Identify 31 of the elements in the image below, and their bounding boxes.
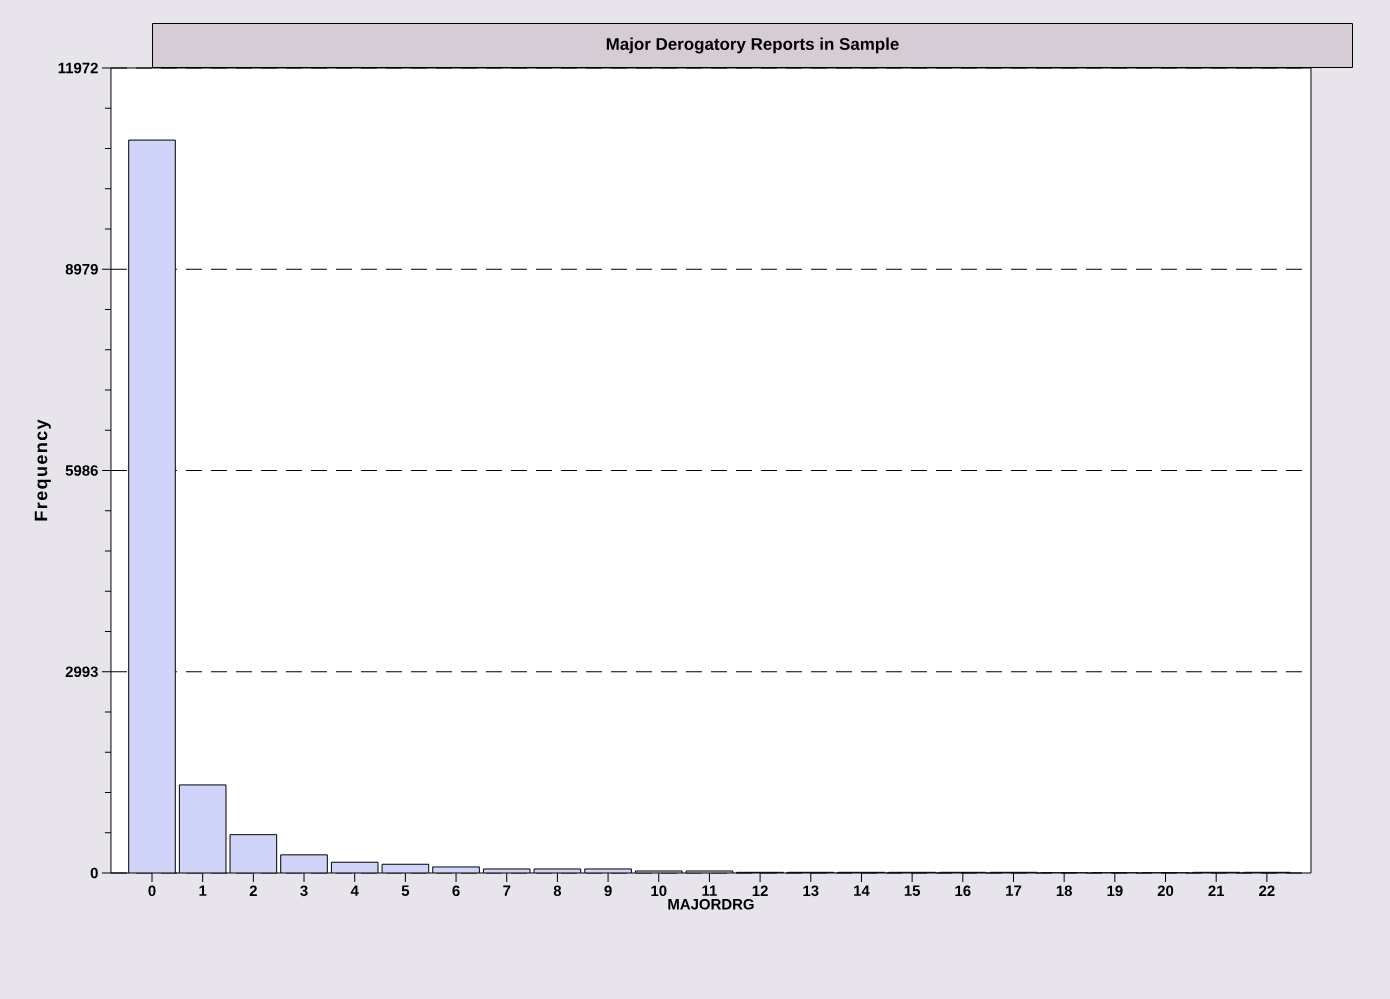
x-tick-label: 10: [651, 885, 667, 897]
x-tick-label: 1: [199, 885, 207, 896]
x-tick-label: 21: [1208, 885, 1225, 896]
x-tick-label: 5: [401, 885, 410, 896]
x-axis-title: MAJORDRG: [668, 898, 754, 910]
x-tick-label: 15: [904, 885, 921, 896]
x-tick-label: 8: [553, 885, 562, 897]
x-tick-label: 11: [702, 885, 717, 896]
x-tick-label: 13: [803, 885, 819, 897]
x-tick-label: 6: [452, 885, 460, 897]
x-tick-label: 2: [249, 885, 257, 896]
chart-title: Major Derogatory Reports in Sample: [606, 37, 899, 54]
x-tick-label: 7: [503, 885, 511, 896]
x-tick-label: 14: [854, 885, 870, 896]
x-tick-label: 9: [604, 885, 612, 897]
x-tick-label: 12: [752, 885, 768, 896]
x-tick-label: 3: [300, 885, 308, 897]
x-tick-label: 16: [955, 885, 971, 897]
y-tick-label: 8979: [65, 263, 98, 275]
y-tick-label: 2993: [65, 666, 98, 678]
y-tick-label: 11972: [58, 62, 98, 74]
y-tick-label: 0: [90, 867, 98, 879]
x-tick-label: 4: [350, 885, 359, 896]
y-axis-title: Frequency: [34, 419, 51, 521]
x-tick-label: 22: [1259, 885, 1275, 896]
x-tick-label: 17: [1006, 885, 1022, 896]
x-tick-label: 18: [1056, 885, 1072, 897]
x-tick-label: 19: [1107, 885, 1123, 897]
y-tick-label: 5986: [65, 465, 98, 476]
x-tick-label: 20: [1157, 885, 1174, 897]
x-tick-label: 0: [148, 885, 156, 897]
